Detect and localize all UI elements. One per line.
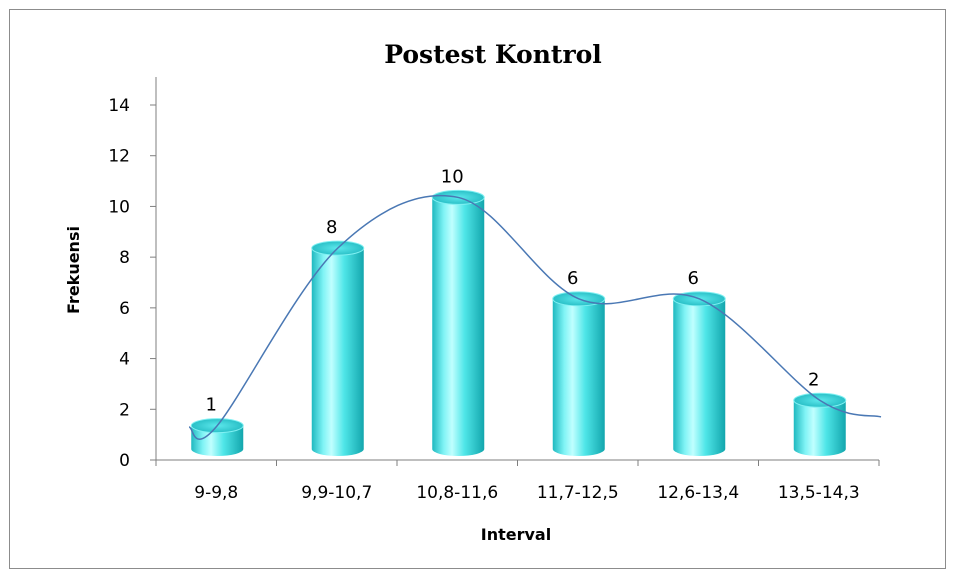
bar [672,291,726,456]
x-tick-label: 9-9,8 [194,483,238,503]
x-axis-label: Interval [481,525,551,544]
bar [190,418,244,456]
y-tick-label: 4 [119,350,130,370]
bar-body [191,425,244,456]
bar-body [311,248,364,456]
x-tick-label: 13,5-14,3 [778,483,860,503]
bar [311,240,365,456]
x-tick-label: 9,9-10,7 [301,483,372,503]
y-axis-label: Frekuensi [64,226,83,314]
bar [431,189,485,456]
y-tick-label: 2 [119,400,130,420]
bar [552,291,606,456]
bar-body [432,197,485,456]
data-label: 6 [688,268,699,289]
bar-body [793,400,846,456]
x-tick-label: 12,6-13,4 [657,483,739,503]
x-tick-label: 11,7-12,5 [537,483,619,503]
bar [793,392,847,456]
data-label: 8 [326,217,337,238]
bar-body [673,298,726,456]
data-label: 1 [206,395,217,416]
y-tick-label: 6 [119,299,130,319]
y-tick-label: 12 [108,147,130,167]
y-tick-label: 14 [108,96,130,116]
x-tick-label: 10,8-11,6 [416,483,498,503]
trend-line [188,194,882,440]
data-label: 10 [441,166,464,187]
y-tick-label: 0 [119,451,130,471]
bar-body [552,298,605,456]
y-tick-label: 10 [108,197,130,217]
data-label: 2 [808,369,819,390]
y-tick-label: 8 [119,248,130,268]
chart-title: Postest Kontrol [384,40,602,69]
chart-frame: Postest Kontrol 0 2 4 6 8 10 12 14 9-9,8 9,9-10,… [9,9,946,569]
data-label: 6 [567,268,578,289]
